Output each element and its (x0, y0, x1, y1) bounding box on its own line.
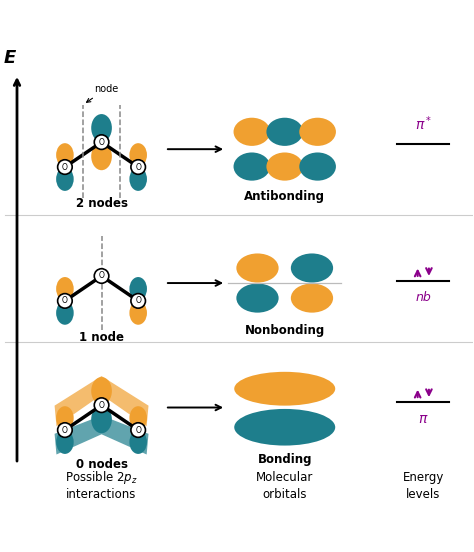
Ellipse shape (234, 118, 270, 146)
Ellipse shape (299, 118, 336, 146)
Ellipse shape (56, 431, 73, 454)
Ellipse shape (56, 143, 73, 167)
Ellipse shape (91, 114, 112, 142)
Ellipse shape (129, 301, 147, 325)
Circle shape (94, 135, 109, 150)
Ellipse shape (129, 167, 147, 191)
Circle shape (94, 398, 109, 412)
Ellipse shape (129, 431, 147, 454)
Ellipse shape (234, 372, 335, 406)
Text: Nonbonding: Nonbonding (245, 323, 325, 337)
Ellipse shape (56, 406, 73, 430)
Text: O: O (62, 296, 68, 305)
Text: O: O (135, 426, 141, 434)
Text: Possible $2p_z$: Possible $2p_z$ (65, 469, 138, 486)
Text: 1 node: 1 node (79, 331, 124, 343)
Text: $\bfit{E}$: $\bfit{E}$ (3, 49, 17, 67)
Ellipse shape (266, 118, 303, 146)
Ellipse shape (129, 143, 147, 167)
Ellipse shape (91, 377, 112, 405)
Text: nb: nb (415, 291, 431, 304)
Text: O: O (99, 137, 104, 147)
Circle shape (131, 294, 146, 308)
Text: O: O (99, 401, 104, 410)
Text: Antibonding: Antibonding (244, 190, 325, 203)
Ellipse shape (56, 301, 73, 325)
Circle shape (131, 160, 146, 174)
Circle shape (58, 423, 72, 437)
Circle shape (94, 269, 109, 283)
Ellipse shape (291, 284, 333, 312)
Text: interactions: interactions (66, 488, 137, 501)
Text: 2 nodes: 2 nodes (75, 197, 128, 210)
Ellipse shape (91, 142, 112, 170)
Ellipse shape (129, 406, 147, 430)
Text: Bonding: Bonding (257, 453, 312, 466)
Text: orbitals: orbitals (263, 488, 307, 501)
Ellipse shape (291, 253, 333, 283)
Text: $\pi$: $\pi$ (418, 412, 428, 426)
Text: 0 nodes: 0 nodes (75, 458, 128, 471)
Circle shape (58, 160, 72, 174)
Ellipse shape (129, 277, 147, 301)
Text: O: O (135, 296, 141, 305)
Text: Molecular: Molecular (256, 470, 313, 484)
Text: $\pi^*$: $\pi^*$ (415, 115, 432, 133)
Text: O: O (62, 426, 68, 434)
Text: Energy: Energy (402, 470, 444, 484)
Text: levels: levels (406, 488, 440, 501)
Ellipse shape (56, 167, 73, 191)
Ellipse shape (234, 152, 270, 181)
Ellipse shape (299, 152, 336, 181)
Circle shape (131, 423, 146, 437)
Polygon shape (55, 416, 148, 454)
Ellipse shape (91, 406, 112, 433)
Ellipse shape (234, 409, 335, 445)
Text: node: node (87, 84, 118, 102)
Polygon shape (55, 376, 148, 426)
Text: O: O (62, 162, 68, 172)
Ellipse shape (237, 253, 279, 283)
Text: O: O (135, 162, 141, 172)
Text: O: O (99, 272, 104, 280)
Circle shape (58, 294, 72, 308)
Ellipse shape (237, 284, 279, 312)
Ellipse shape (266, 152, 303, 181)
Ellipse shape (56, 277, 73, 301)
